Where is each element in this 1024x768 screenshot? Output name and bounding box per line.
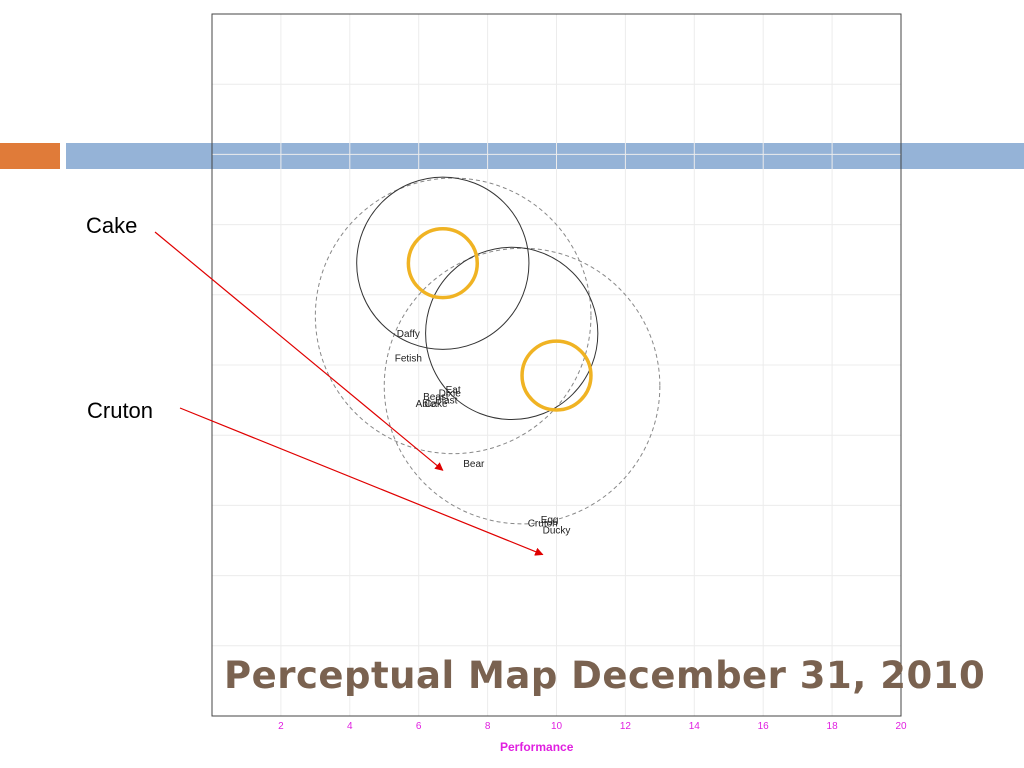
x-tick-label: 2 [278, 721, 284, 732]
x-axis-title: Performance [500, 740, 574, 754]
grid-lines [212, 14, 902, 716]
callout-cruton: Cruton [87, 398, 154, 423]
callout-cake: Cake [86, 213, 138, 238]
x-tick-label: 8 [485, 721, 491, 732]
cluster-circle-highlight [520, 339, 593, 412]
x-tick-label: 20 [895, 721, 907, 732]
x-tick-label: 18 [827, 721, 839, 732]
brand-label: Ducky [543, 525, 571, 536]
x-tick-label: 4 [347, 721, 353, 732]
cluster-circle-solid [356, 176, 530, 350]
slide-title: Perceptual Map December 31, 2010 [224, 654, 986, 697]
brand-label: Able [416, 399, 436, 410]
brand-label: Beast [423, 392, 449, 403]
x-tick-label: 16 [758, 721, 770, 732]
callout-arrow [154, 231, 444, 471]
x-tick-label: 10 [551, 721, 563, 732]
brand-label: Cake [424, 399, 448, 410]
cluster-circle-highlight [406, 227, 480, 300]
brand-label: Dixie [439, 389, 462, 400]
callout-arrows [154, 231, 544, 556]
x-tick-label: 14 [689, 721, 701, 732]
brand-label: Blast [435, 396, 457, 407]
cluster-circle-dashed [314, 177, 592, 455]
x-tick-label: 6 [416, 721, 422, 732]
brand-label: Egg [541, 515, 559, 526]
brand-label: Eat [446, 385, 461, 396]
cluster-circle-dashed [383, 247, 661, 525]
cluster-circle-solid [425, 246, 599, 421]
plot-frame [211, 13, 902, 717]
accent-bar-orange [0, 143, 60, 169]
brand-label: Daffy [397, 329, 420, 340]
x-tick-label: 12 [620, 721, 632, 732]
brand-label: Fetish [395, 353, 422, 364]
callout-arrow [179, 407, 544, 556]
accent-bar-blue [66, 143, 1024, 169]
x-tick-labels: 2 4 6 8 10 12 14 16 18 20 [278, 721, 907, 732]
cluster-circles [314, 176, 661, 525]
brand-label: Bear [463, 459, 485, 470]
brand-label: Cruton [528, 518, 558, 529]
